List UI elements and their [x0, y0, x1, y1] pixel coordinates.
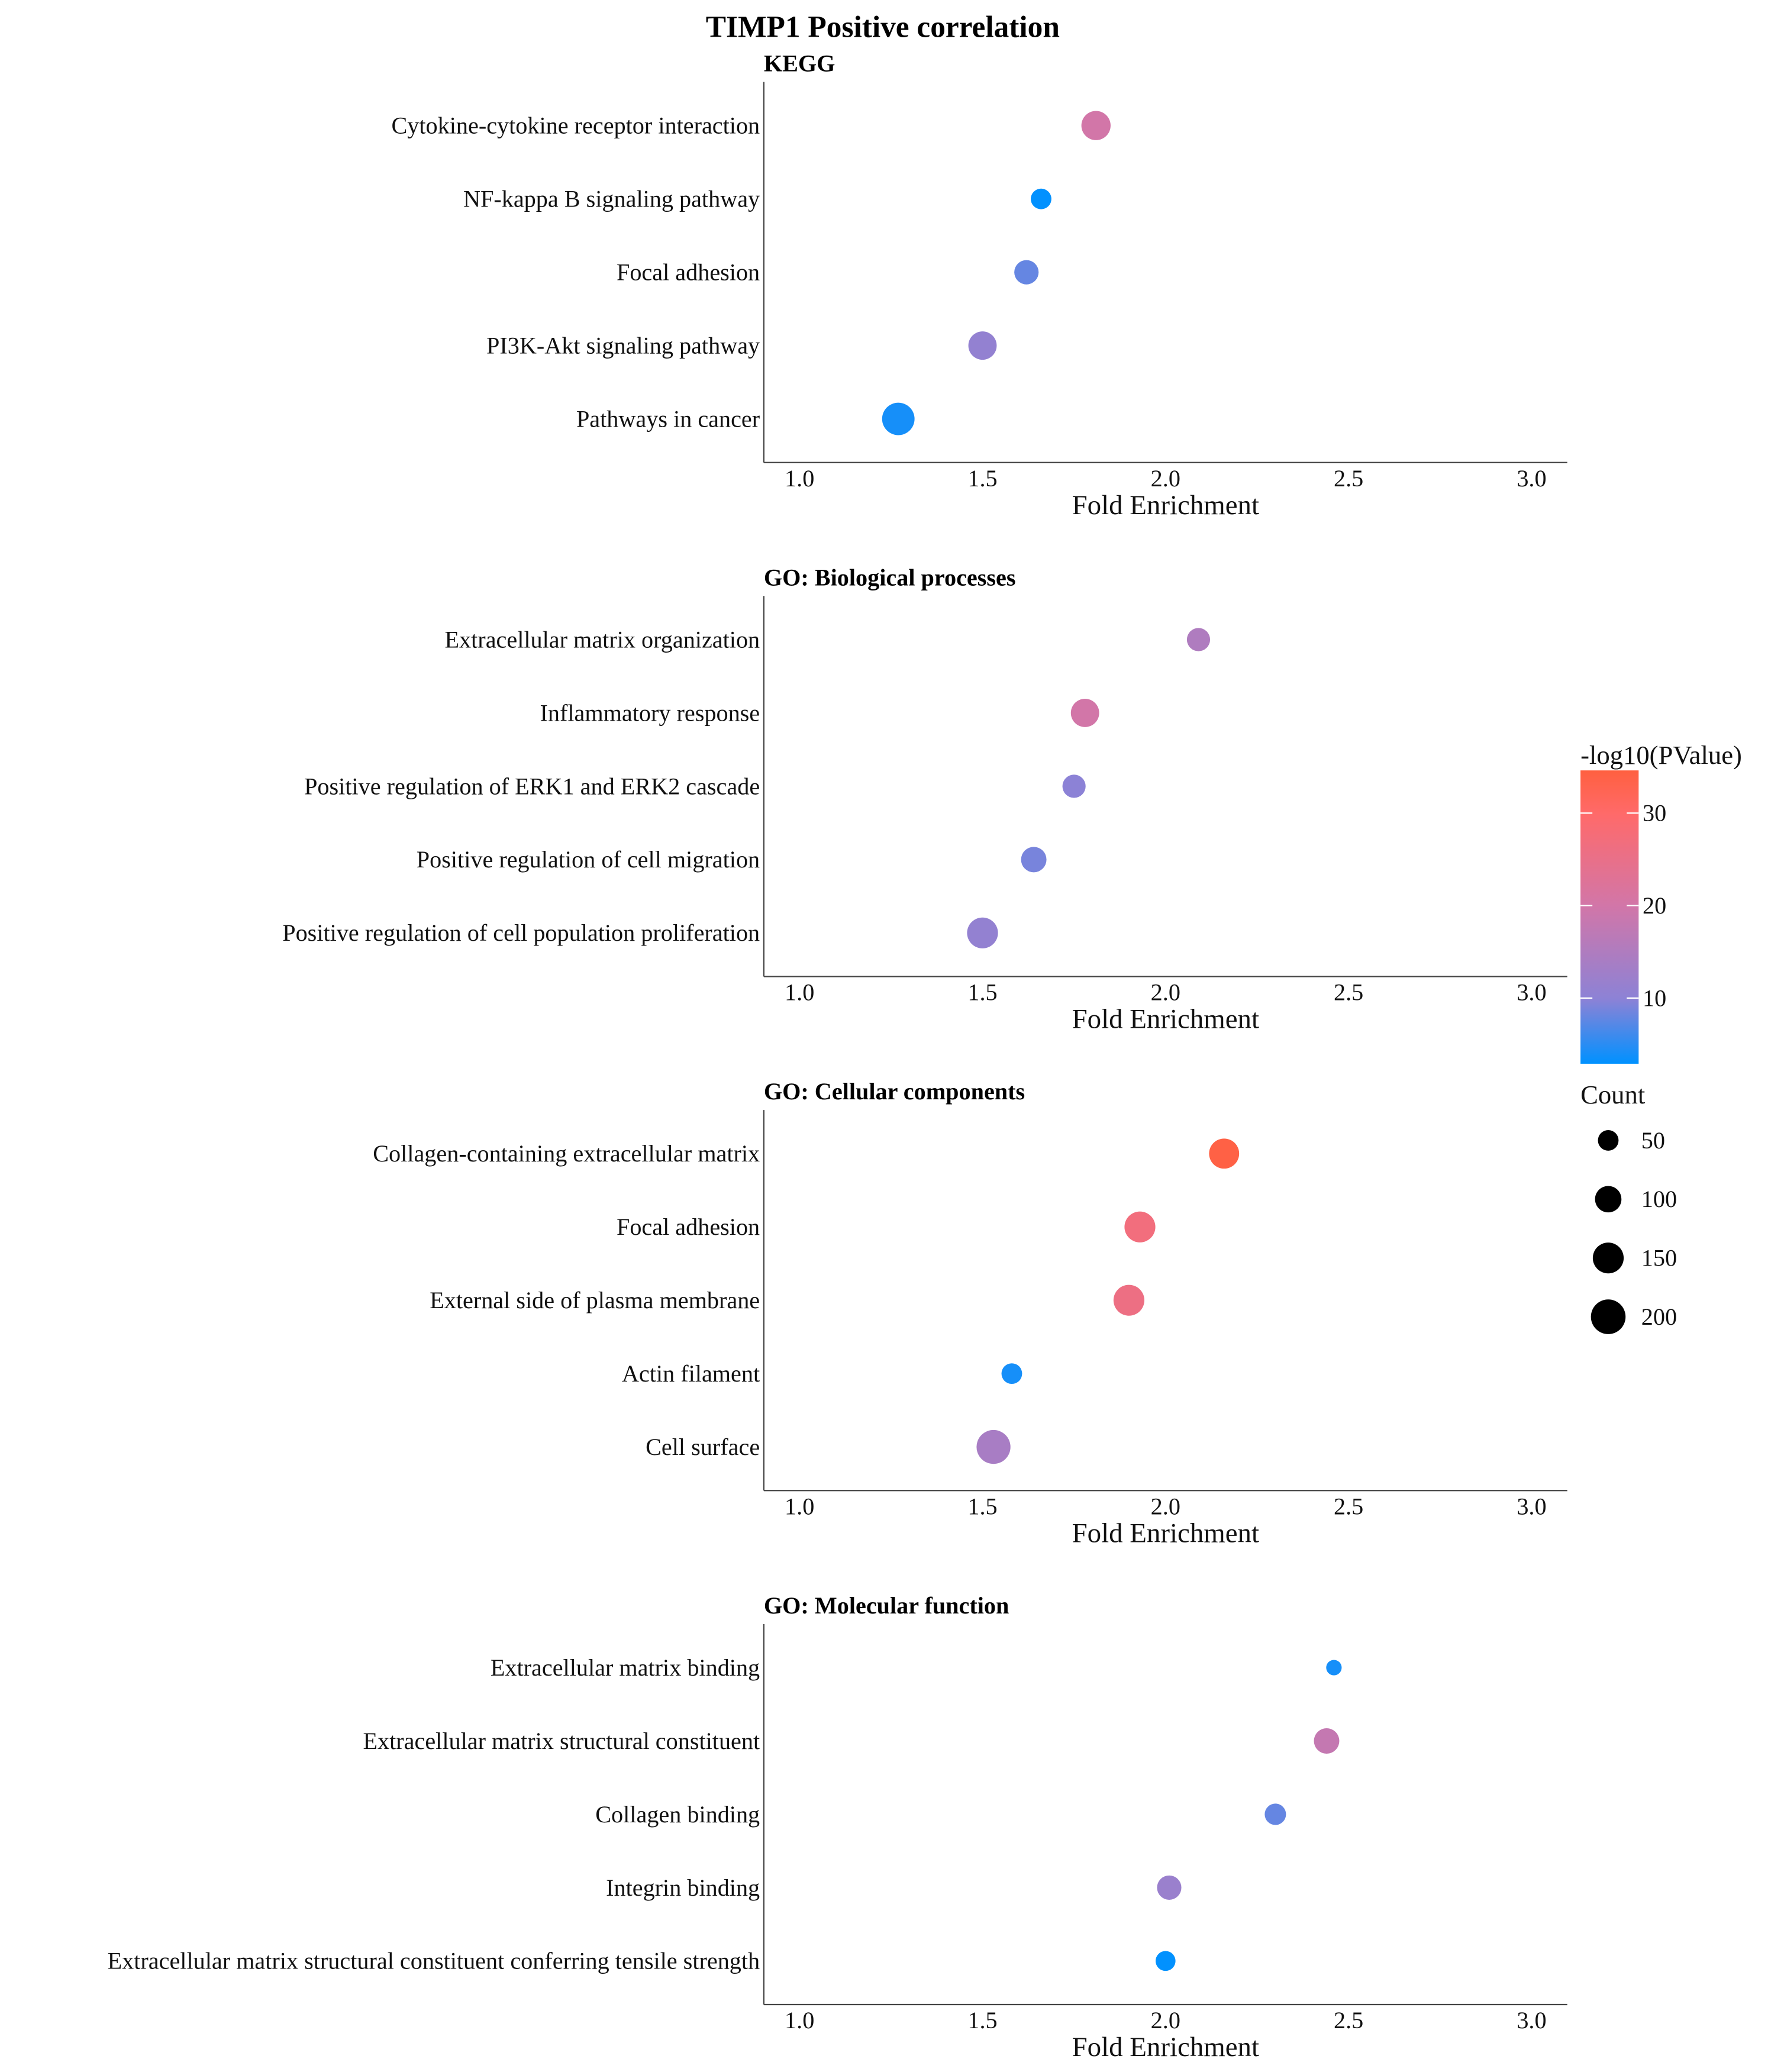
- data-point: [1326, 1660, 1342, 1676]
- y-tick-label: Extracellular matrix binding: [491, 1654, 760, 1681]
- y-tick-label: Extracellular matrix structural constitu…: [108, 1948, 760, 1974]
- data-point: [1031, 188, 1051, 209]
- x-tick-label: 2.5: [1334, 979, 1363, 1006]
- y-tick-label: Focal adhesion: [617, 259, 760, 286]
- y-tick-label: Extracellular matrix organization: [445, 626, 760, 653]
- data-point: [1314, 1728, 1340, 1754]
- x-tick-label: 2.5: [1334, 2007, 1363, 2034]
- y-tick-label: Actin filament: [622, 1360, 760, 1387]
- x-tick-label: 1.5: [967, 465, 997, 492]
- size-legend-label: 200: [1641, 1303, 1677, 1330]
- y-tick-label: Focal adhesion: [617, 1213, 760, 1240]
- data-point: [1070, 699, 1099, 727]
- size-legend-title: Count: [1580, 1080, 1646, 1109]
- y-tick-label: Inflammatory response: [540, 699, 760, 726]
- color-tick-label: 30: [1643, 800, 1666, 827]
- data-point: [1062, 774, 1086, 798]
- panel-title: KEGG: [764, 50, 835, 77]
- data-point: [1021, 847, 1047, 873]
- x-tick-label: 3.0: [1517, 979, 1546, 1006]
- x-tick-label: 1.5: [967, 1493, 997, 1519]
- y-tick-label: Positive regulation of cell population p…: [282, 919, 760, 946]
- x-tick-label: 2.0: [1151, 979, 1180, 1006]
- y-tick-label: Pathways in cancer: [576, 405, 760, 432]
- y-tick-label: NF-kappa B signaling pathway: [463, 186, 760, 212]
- data-point: [1014, 260, 1039, 285]
- y-tick-label: Extracellular matrix structural constitu…: [363, 1728, 760, 1754]
- y-tick-label: Cytokine-cytokine receptor interaction: [391, 112, 760, 139]
- x-axis-label: Fold Enrichment: [1072, 1004, 1259, 1035]
- data-point: [882, 402, 915, 435]
- color-legend-title: -log10(PValue): [1580, 740, 1742, 770]
- x-tick-label: 1.0: [785, 465, 814, 492]
- x-axis-label: Fold Enrichment: [1072, 2032, 1259, 2063]
- x-axis-label: Fold Enrichment: [1072, 1518, 1259, 1548]
- data-point: [1081, 111, 1111, 140]
- y-tick-label: Integrin binding: [606, 1874, 760, 1901]
- color-tick-label: 20: [1643, 892, 1666, 919]
- data-point: [1157, 1875, 1182, 1900]
- panel-3: GO: Molecular function 1.0 1.5 2.0 2.5 3.0 Fol…: [108, 1592, 1567, 2063]
- size-legend-dot: [1591, 1299, 1626, 1334]
- y-tick-label: Positive regulation of cell migration: [417, 846, 760, 873]
- x-tick-label: 2.0: [1151, 465, 1180, 492]
- x-tick-label: 2.5: [1334, 465, 1363, 492]
- data-point: [976, 1429, 1011, 1464]
- panel-title: GO: Molecular function: [764, 1592, 1009, 1619]
- x-tick-label: 1.5: [967, 979, 997, 1006]
- size-legend-dot: [1592, 1242, 1624, 1274]
- panel-title: GO: Biological processes: [764, 564, 1016, 590]
- color-tick-label: 10: [1643, 985, 1666, 1011]
- y-tick-label: Cell surface: [646, 1434, 760, 1460]
- x-tick-label: 2.5: [1334, 1493, 1363, 1519]
- x-tick-label: 1.5: [967, 2007, 997, 2034]
- y-tick-label: Collagen binding: [595, 1801, 760, 1828]
- size-legend-label: 50: [1641, 1127, 1665, 1154]
- size-legend-dot: [1595, 1186, 1622, 1213]
- data-point: [1001, 1363, 1022, 1384]
- color-bar: [1580, 770, 1639, 1064]
- x-tick-label: 1.0: [785, 979, 814, 1006]
- y-tick-label: External side of plasma membrane: [430, 1287, 760, 1313]
- data-point: [1209, 1138, 1240, 1169]
- panel-2: GO: Cellular components 1.0 1.5 2.0 2.5 3.0 Fo…: [373, 1078, 1567, 1548]
- size-legend-label: 100: [1641, 1186, 1677, 1212]
- data-point: [1124, 1211, 1156, 1242]
- x-tick-label: 1.0: [785, 2007, 814, 2034]
- data-point: [1113, 1284, 1145, 1316]
- panel-0: KEGG 1.0 1.5 2.0 2.5 3.0 Fold Enrichment Cytoki…: [391, 50, 1567, 521]
- x-tick-label: 3.0: [1517, 1493, 1546, 1519]
- legend: -log10(PValue) 10 20 30 Count 50 100 150 200: [1580, 740, 1742, 1334]
- data-point: [1186, 628, 1211, 651]
- data-point: [968, 331, 997, 360]
- x-tick-label: 3.0: [1517, 465, 1546, 492]
- x-tick-label: 2.0: [1151, 1493, 1180, 1519]
- x-axis-label: Fold Enrichment: [1072, 490, 1259, 521]
- x-tick-label: 3.0: [1517, 2007, 1546, 2034]
- x-tick-label: 1.0: [785, 1493, 814, 1519]
- x-tick-label: 2.0: [1151, 2007, 1180, 2034]
- size-legend-label: 150: [1641, 1245, 1677, 1271]
- data-point: [1264, 1803, 1286, 1825]
- size-legend-dot: [1598, 1130, 1619, 1151]
- y-tick-label: PI3K-Akt signaling pathway: [486, 332, 760, 359]
- y-tick-label: Positive regulation of ERK1 and ERK2 cas…: [304, 773, 760, 799]
- y-tick-label: Collagen-containing extracellular matrix: [373, 1140, 760, 1167]
- chart-title: TIMP1 Positive correlation: [706, 11, 1060, 44]
- data-point: [1155, 1951, 1176, 1971]
- panel-1: GO: Biological processes 1.0 1.5 2.0 2.5 3.0 F…: [282, 564, 1567, 1035]
- panel-title: GO: Cellular components: [764, 1078, 1025, 1105]
- data-point: [967, 917, 998, 948]
